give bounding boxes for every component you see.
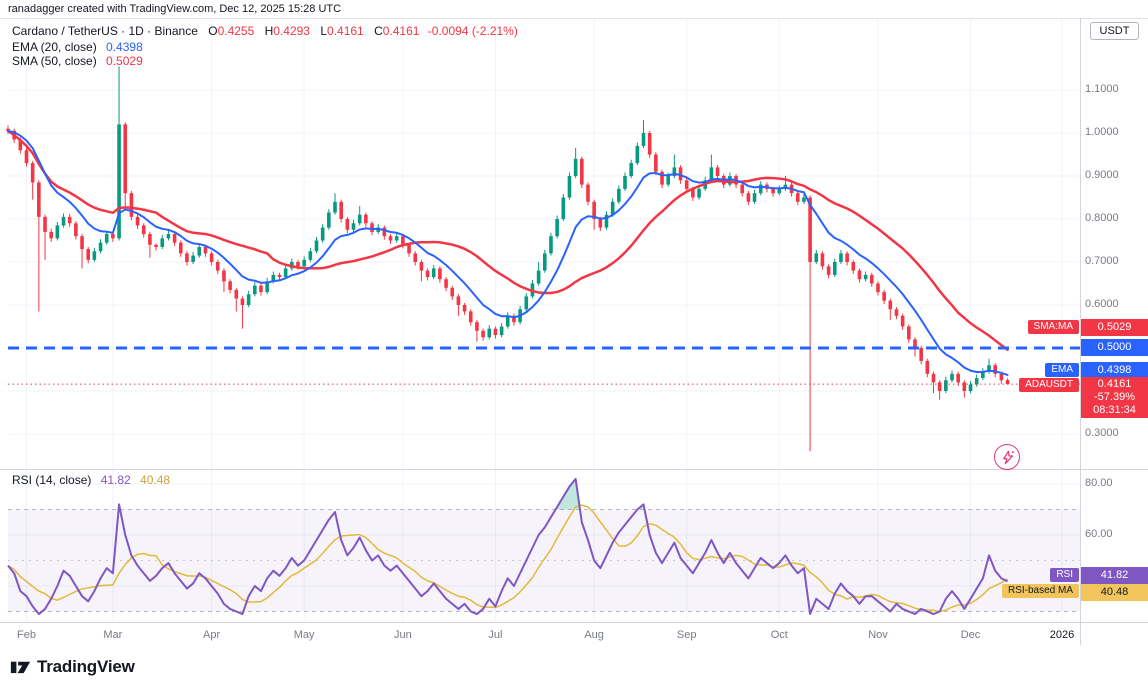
sma-series-tag: SMA:MA xyxy=(1027,320,1079,334)
last-price-countdown: 08:31:34 xyxy=(1093,404,1136,416)
month-label[interactable]: Jul xyxy=(488,629,503,641)
price-axis-separator[interactable] xyxy=(1080,18,1081,645)
lightning-bolt-icon xyxy=(1002,450,1014,464)
rsi-legend[interactable]: RSI (14, close) 41.82 40.48 xyxy=(12,473,170,487)
sma-legend[interactable]: SMA (50, close) 0.5029 xyxy=(12,54,143,68)
close-label: C xyxy=(374,24,383,38)
tradingview-logo-text: TradingView xyxy=(37,656,135,676)
rsi-ma-series-tag: RSI-based MA xyxy=(1001,584,1079,598)
open-value: 0.4255 xyxy=(217,24,255,38)
sma-price-tag: 0.5029 xyxy=(1081,319,1148,336)
month-label[interactable]: Oct xyxy=(770,629,788,641)
ema-series-tag: EMA xyxy=(1045,363,1079,377)
price-axis-label: 1.1000 xyxy=(1085,83,1119,95)
time-axis-separator[interactable] xyxy=(0,622,1148,623)
support-level-tag: 0.5000 xyxy=(1081,339,1148,356)
ema-legend[interactable]: EMA (20, close) 0.4398 xyxy=(12,40,143,54)
last-price-tag: 0.4161 -57.39% 08:31:34 xyxy=(1081,377,1148,418)
change-value: -0.0094 (-2.21%) xyxy=(427,24,518,38)
last-price-percent: -57.39% xyxy=(1094,391,1135,403)
rsi-value: 41.82 xyxy=(100,473,131,487)
price-axis-label: 0.3000 xyxy=(1085,427,1119,439)
price-axis-label: 1.0000 xyxy=(1085,126,1119,138)
close-value: 0.4161 xyxy=(382,24,420,38)
symbol-title: Cardano / TetherUS · 1D · Binance xyxy=(12,24,198,38)
month-label[interactable]: Nov xyxy=(868,629,888,641)
month-label[interactable]: Apr xyxy=(203,629,221,641)
ema-value: 0.4398 xyxy=(106,40,143,54)
open-label: O xyxy=(208,24,218,38)
rsi-series-tag: RSI xyxy=(1050,568,1079,582)
rsi-axis-label: 80.00 xyxy=(1085,477,1113,489)
ema-label: EMA (20, close) xyxy=(12,40,97,54)
sma-value: 0.5029 xyxy=(106,54,143,68)
tradingview-logo-mark xyxy=(10,661,31,674)
price-axis-label: 0.8000 xyxy=(1085,212,1119,224)
month-label[interactable]: Mar xyxy=(103,629,123,641)
price-axis-label: 0.6000 xyxy=(1085,298,1119,310)
year-label[interactable]: 2026 xyxy=(1049,629,1075,641)
price-axis-label: 0.9000 xyxy=(1085,169,1119,181)
pane-separator[interactable] xyxy=(0,469,1148,470)
symbol-series-tag: ADAUSDT xyxy=(1019,378,1079,392)
month-label[interactable]: Jun xyxy=(394,629,412,641)
month-label[interactable]: Sep xyxy=(676,629,697,641)
currency-label: USDT xyxy=(1089,22,1140,40)
month-label[interactable]: Dec xyxy=(960,629,981,641)
price-axis-label: 0.7000 xyxy=(1085,255,1119,267)
symbol-legend[interactable]: Cardano / TetherUS · 1D · Binance O0.425… xyxy=(12,24,518,38)
last-price-value: 0.4161 xyxy=(1097,378,1132,390)
low-value: 0.4161 xyxy=(327,24,364,38)
top-border xyxy=(0,18,1148,19)
ema-price-tag: 0.4398 xyxy=(1081,362,1148,379)
rsi-label: RSI (14, close) xyxy=(12,473,92,487)
rsi-value-tag: 41.82 xyxy=(1081,567,1148,584)
rsi-ma-value-tag: 40.48 xyxy=(1081,584,1148,601)
low-label: L xyxy=(320,24,328,38)
month-label[interactable]: May xyxy=(293,629,315,641)
sma-label: SMA (50, close) xyxy=(12,54,97,68)
month-label[interactable]: Feb xyxy=(17,629,36,641)
tradingview-logo[interactable]: TradingView xyxy=(10,656,135,677)
high-value: 0.4293 xyxy=(273,24,310,38)
flash-icon[interactable] xyxy=(994,444,1020,470)
credit-text: ranadagger created with TradingView.com,… xyxy=(8,3,342,15)
month-label[interactable]: Aug xyxy=(584,629,604,641)
rsi-ma-value: 40.48 xyxy=(140,473,171,487)
rsi-axis-label: 60.00 xyxy=(1085,528,1113,540)
price-axis-currency-cell[interactable]: USDT xyxy=(1081,18,1148,44)
high-label: H xyxy=(264,24,274,38)
